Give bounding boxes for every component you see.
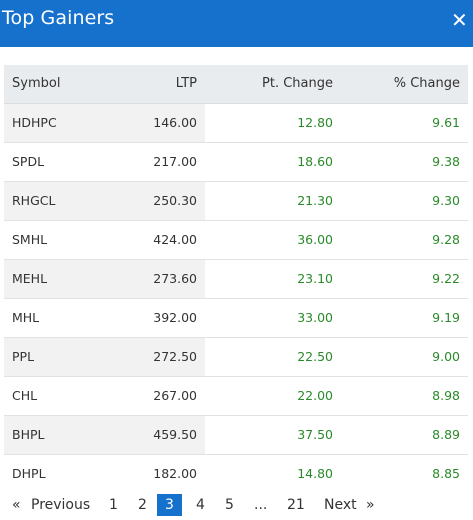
cell-symbol[interactable]: MHL [4,297,119,337]
cell-ltp: 459.50 [119,414,205,454]
modal-title: Top Gainers [2,7,115,29]
page-2-button[interactable]: 2 [138,497,147,513]
cell-pt-change: 37.50 [205,414,341,454]
table-row[interactable]: RHGCL 250.30 21.30 9.30 [4,180,468,220]
cell-pct-change: 9.22 [341,258,468,298]
cell-pct-change: 8.85 [341,453,468,493]
prev-arrow-icon[interactable]: « [12,497,21,513]
table-header-row: Symbol LTP Pt. Change % Change [4,65,468,104]
table-row[interactable]: MEHL 273.60 23.10 9.22 [4,258,468,298]
next-arrow-icon[interactable]: » [366,497,375,513]
table-row[interactable]: HDHPC 146.00 12.80 9.61 [4,102,468,142]
cell-pct-change: 9.00 [341,336,468,376]
column-header-pt-change[interactable]: Pt. Change [205,65,341,104]
cell-symbol[interactable]: MEHL [4,258,119,298]
page-3-button[interactable]: 3 [157,494,182,516]
gainers-table: Symbol LTP Pt. Change % Change HDHPC 146.… [4,65,468,493]
cell-ltp: 273.60 [119,258,205,298]
previous-button[interactable]: Previous [31,497,91,513]
cell-ltp: 392.00 [119,297,205,337]
cell-ltp: 250.30 [119,180,205,220]
cell-ltp: 182.00 [119,453,205,493]
cell-symbol[interactable]: RHGCL [4,180,119,220]
page-5-button[interactable]: 5 [225,497,234,513]
cell-pt-change: 18.60 [205,141,341,181]
page-21-button[interactable]: 21 [287,497,305,513]
cell-pt-change: 23.10 [205,258,341,298]
table-row[interactable]: PPL 272.50 22.50 9.00 [4,336,468,376]
cell-pt-change: 21.30 [205,180,341,220]
page-4-button[interactable]: 4 [196,497,205,513]
cell-pct-change: 9.19 [341,297,468,337]
cell-symbol[interactable]: SPDL [4,141,119,181]
pagination-ellipsis: ... [254,497,268,513]
cell-symbol[interactable]: BHPL [4,414,119,454]
cell-symbol[interactable]: SMHL [4,219,119,259]
cell-pct-change: 9.61 [341,102,468,142]
cell-ltp: 424.00 [119,219,205,259]
cell-pct-change: 9.30 [341,180,468,220]
next-button[interactable]: Next [324,497,357,513]
cell-pt-change: 36.00 [205,219,341,259]
cell-pct-change: 8.98 [341,375,468,415]
cell-pct-change: 8.89 [341,414,468,454]
modal-header: Top Gainers ✕ [0,0,473,47]
table-row[interactable]: MHL 392.00 33.00 9.19 [4,297,468,337]
cell-ltp: 146.00 [119,102,205,142]
cell-ltp: 272.50 [119,336,205,376]
cell-symbol[interactable]: DHPL [4,453,119,493]
cell-pt-change: 12.80 [205,102,341,142]
cell-symbol[interactable]: HDHPC [4,102,119,142]
cell-pt-change: 22.50 [205,336,341,376]
column-header-pct-change[interactable]: % Change [341,65,468,104]
cell-pt-change: 33.00 [205,297,341,337]
cell-symbol[interactable]: PPL [4,336,119,376]
cell-ltp: 267.00 [119,375,205,415]
cell-pct-change: 9.28 [341,219,468,259]
cell-pt-change: 14.80 [205,453,341,493]
pagination: « Previous 1 2 3 4 5 ... 21 Next » [0,493,473,517]
cell-pct-change: 9.38 [341,141,468,181]
table-row[interactable]: DHPL 182.00 14.80 8.85 [4,453,468,493]
cell-pt-change: 22.00 [205,375,341,415]
table-row[interactable]: BHPL 459.50 37.50 8.89 [4,414,468,454]
column-header-ltp[interactable]: LTP [119,65,205,104]
table-row[interactable]: CHL 267.00 22.00 8.98 [4,375,468,415]
table-row[interactable]: SPDL 217.00 18.60 9.38 [4,141,468,181]
page-1-button[interactable]: 1 [109,497,118,513]
column-header-symbol[interactable]: Symbol [4,65,119,104]
cell-symbol[interactable]: CHL [4,375,119,415]
gainers-table-container: Symbol LTP Pt. Change % Change HDHPC 146.… [4,65,468,493]
table-row[interactable]: SMHL 424.00 36.00 9.28 [4,219,468,259]
close-icon[interactable]: ✕ [451,8,468,32]
cell-ltp: 217.00 [119,141,205,181]
